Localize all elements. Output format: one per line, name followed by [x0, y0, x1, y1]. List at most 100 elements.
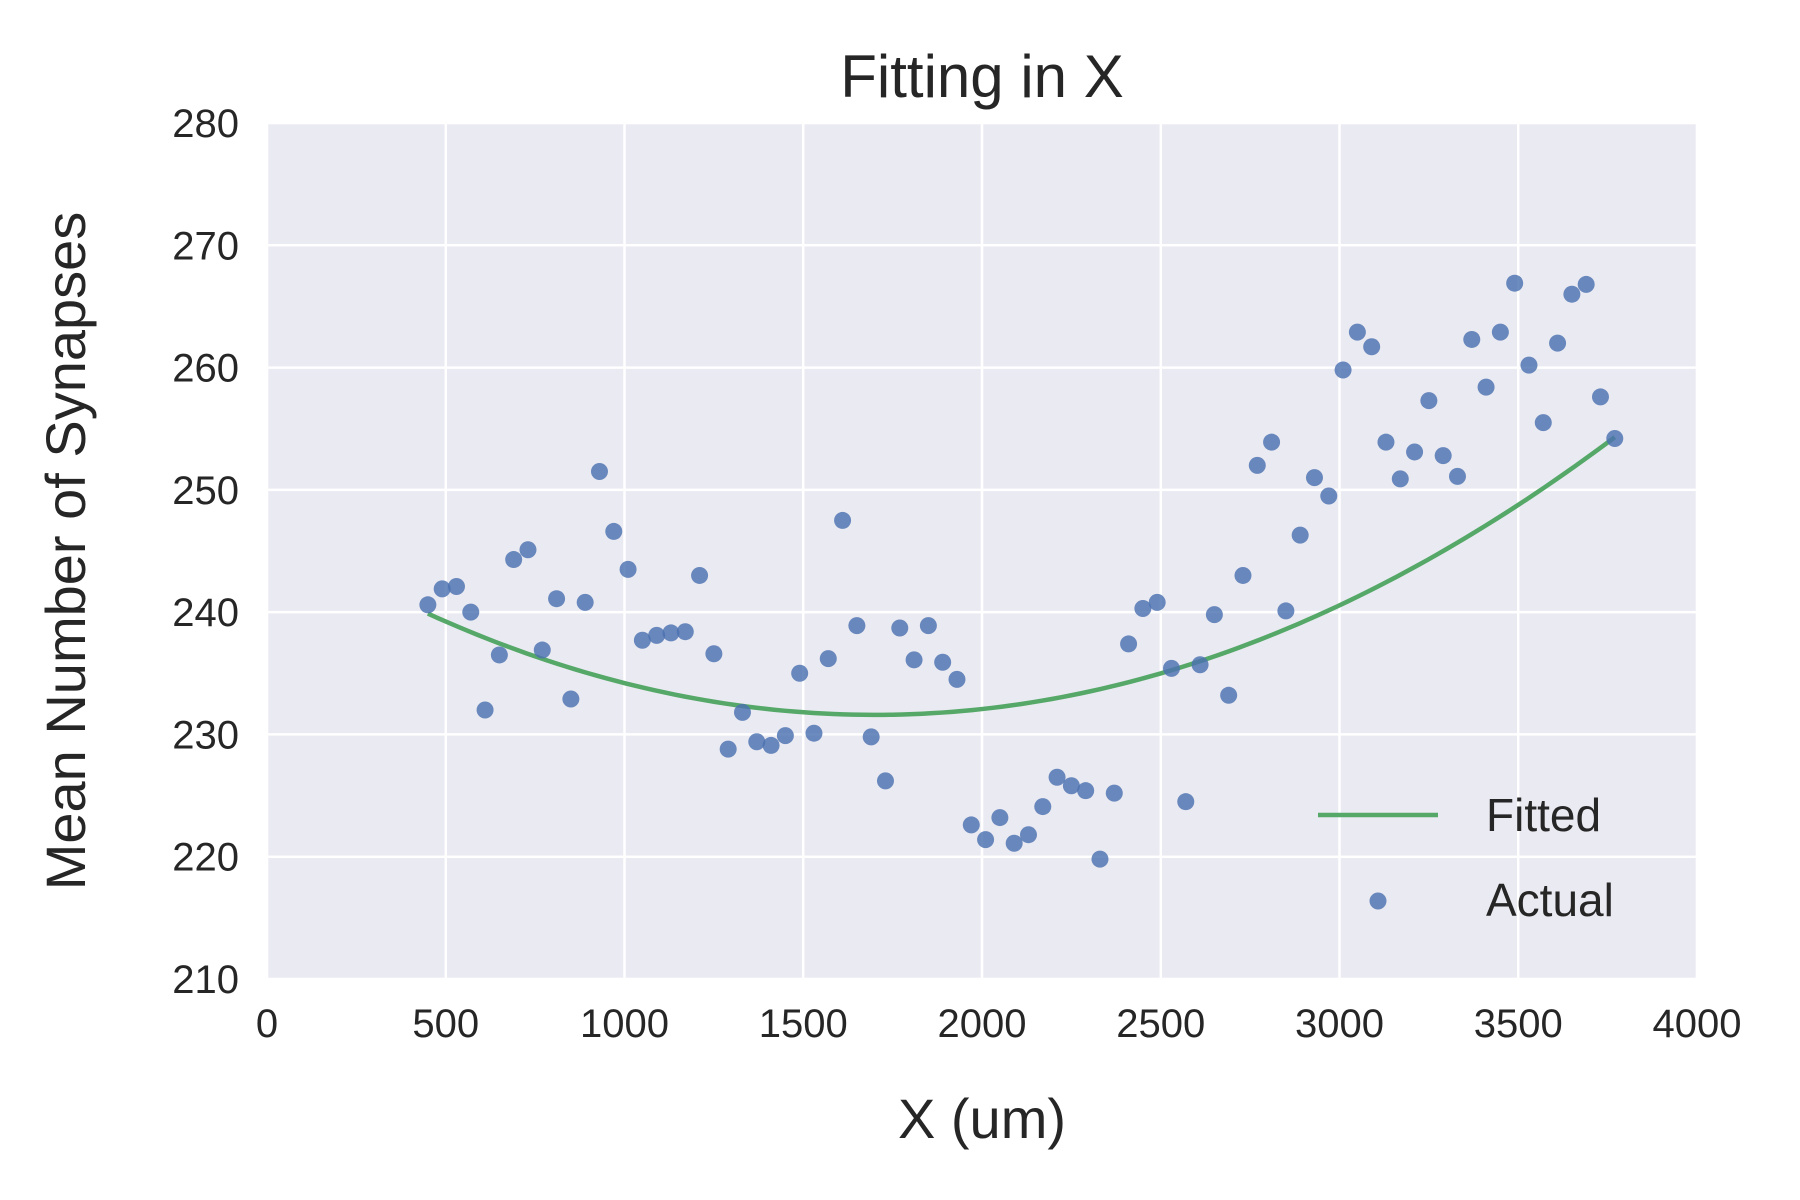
actual-point [1377, 433, 1395, 451]
y-tick-label: 250 [172, 469, 239, 513]
actual-point [819, 650, 837, 668]
actual-point [1491, 323, 1509, 341]
actual-point [891, 619, 909, 637]
actual-point [1363, 338, 1381, 356]
actual-point [462, 603, 480, 621]
x-tick-label: 3500 [1474, 1002, 1563, 1046]
actual-point [662, 624, 680, 642]
x-tick-label: 3000 [1295, 1002, 1384, 1046]
chart-title: Fitting in X [840, 43, 1123, 110]
y-tick-label: 270 [172, 224, 239, 268]
actual-point [1520, 356, 1538, 374]
actual-point [605, 522, 623, 540]
y-tick-label: 230 [172, 713, 239, 757]
actual-point [1606, 429, 1624, 447]
actual-point [1506, 274, 1524, 292]
actual-point [977, 831, 995, 849]
actual-point [1148, 593, 1166, 611]
actual-point [1105, 784, 1123, 802]
y-tick-label: 260 [172, 347, 239, 391]
actual-point [948, 670, 966, 688]
actual-point [1477, 378, 1495, 396]
actual-point [447, 577, 465, 595]
actual-point [1005, 834, 1023, 852]
actual-point [1177, 793, 1195, 811]
x-tick-label: 0 [256, 1002, 278, 1046]
actual-point [619, 560, 637, 578]
actual-point [1234, 566, 1252, 584]
actual-point [590, 463, 608, 481]
actual-point [1062, 777, 1080, 795]
actual-point [834, 511, 852, 529]
actual-point [719, 740, 737, 758]
actual-point [1205, 606, 1223, 624]
y-tick-labels: 210 220 230 240 250 260 270 280 [172, 102, 239, 1002]
actual-point [1162, 659, 1180, 677]
actual-point [1277, 602, 1295, 620]
y-axis-label: Mean Number of Synapses [34, 212, 97, 891]
actual-point [1248, 456, 1266, 474]
actual-point [419, 596, 437, 614]
actual-point [1591, 388, 1609, 406]
actual-point [934, 653, 952, 671]
x-axis-label: X (um) [898, 1087, 1066, 1150]
actual-point [1348, 323, 1366, 341]
y-tick-label: 240 [172, 591, 239, 635]
actual-point [576, 593, 594, 611]
actual-point [519, 541, 537, 559]
actual-point [848, 617, 866, 635]
actual-point [1220, 686, 1238, 704]
x-tick-label: 2500 [1116, 1002, 1205, 1046]
actual-point [1334, 361, 1352, 379]
actual-point [1448, 467, 1466, 485]
actual-point [1549, 334, 1567, 352]
actual-point [776, 727, 794, 745]
x-tick-label: 1000 [580, 1002, 669, 1046]
actual-point [476, 701, 494, 719]
actual-point [1391, 470, 1409, 488]
grid-lines [265, 121, 1699, 981]
actual-point [862, 728, 880, 746]
actual-point [505, 551, 523, 569]
actual-point [648, 626, 666, 644]
legend: Fitted Actual [1318, 789, 1614, 926]
actual-point [1034, 798, 1052, 816]
actual-point [733, 703, 751, 721]
fitted-series [426, 435, 1617, 718]
y-tick-label: 280 [172, 102, 239, 146]
actual-point [876, 772, 894, 790]
x-tick-label: 1500 [759, 1002, 848, 1046]
actual-point [1077, 782, 1095, 800]
actual-point [1434, 447, 1452, 465]
legend-actual-label: Actual [1486, 874, 1614, 926]
actual-point [748, 733, 766, 751]
actual-point [1320, 487, 1338, 505]
actual-point [1463, 330, 1481, 348]
actual-point [633, 631, 651, 649]
legend-fitted-label: Fitted [1486, 789, 1601, 841]
actual-point [919, 617, 937, 635]
actual-point [433, 580, 451, 598]
actual-point [1406, 443, 1424, 461]
actual-point [533, 641, 551, 659]
actual-point [1048, 768, 1066, 786]
x-tick-label: 4000 [1653, 1002, 1742, 1046]
actual-point [562, 690, 580, 708]
actual-point [548, 590, 566, 608]
actual-point [805, 724, 823, 742]
actual-point [762, 736, 780, 754]
actual-point [991, 809, 1009, 827]
y-tick-label: 210 [172, 958, 239, 1002]
actual-point [791, 664, 809, 682]
legend-actual-swatch [1369, 892, 1387, 910]
y-tick-label: 220 [172, 836, 239, 880]
actual-point [1134, 599, 1152, 617]
actual-point [705, 645, 723, 663]
x-tick-labels: 0 500 1000 1500 2000 2500 3000 3500 4000 [256, 1002, 1742, 1046]
actual-point [676, 623, 694, 641]
actual-point [1120, 635, 1138, 653]
x-tick-label: 2000 [938, 1002, 1027, 1046]
actual-point [1091, 850, 1109, 868]
actual-series [419, 274, 1624, 868]
